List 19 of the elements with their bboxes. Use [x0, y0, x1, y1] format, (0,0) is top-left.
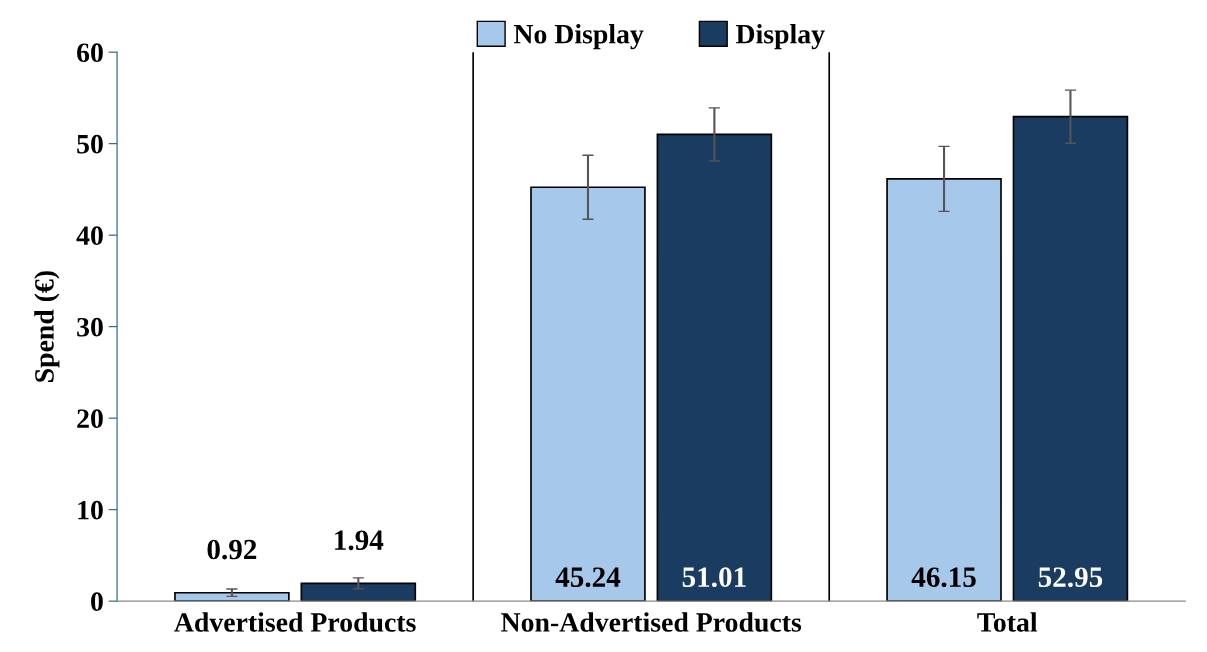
x-tick-label: Advertised Products	[174, 612, 416, 632]
y-tick-label: 40	[76, 226, 103, 246]
x-tick-label: Non-Advertised Products	[501, 612, 802, 632]
data-label: 52.95	[1038, 567, 1103, 588]
y-tick-label: 60	[77, 43, 103, 63]
data-label: 46.15	[911, 567, 976, 588]
y-axis-title: Spend (€)	[34, 271, 60, 382]
x-tick-label: Total	[977, 612, 1038, 632]
y-tick-label: 50	[77, 134, 103, 154]
data-label: 1.94	[335, 530, 384, 551]
data-label: 51.01	[682, 567, 746, 588]
y-tick-label: 0	[91, 592, 103, 612]
y-tick-label: 20	[77, 409, 103, 429]
data-label: 45.24	[555, 567, 621, 588]
data-label: 0.92	[207, 539, 257, 560]
y-tick-label: 30	[77, 317, 103, 337]
y-tick-label: 10	[78, 500, 103, 520]
legend-label: Display	[736, 24, 825, 50]
legend-label: No Display	[513, 24, 644, 50]
